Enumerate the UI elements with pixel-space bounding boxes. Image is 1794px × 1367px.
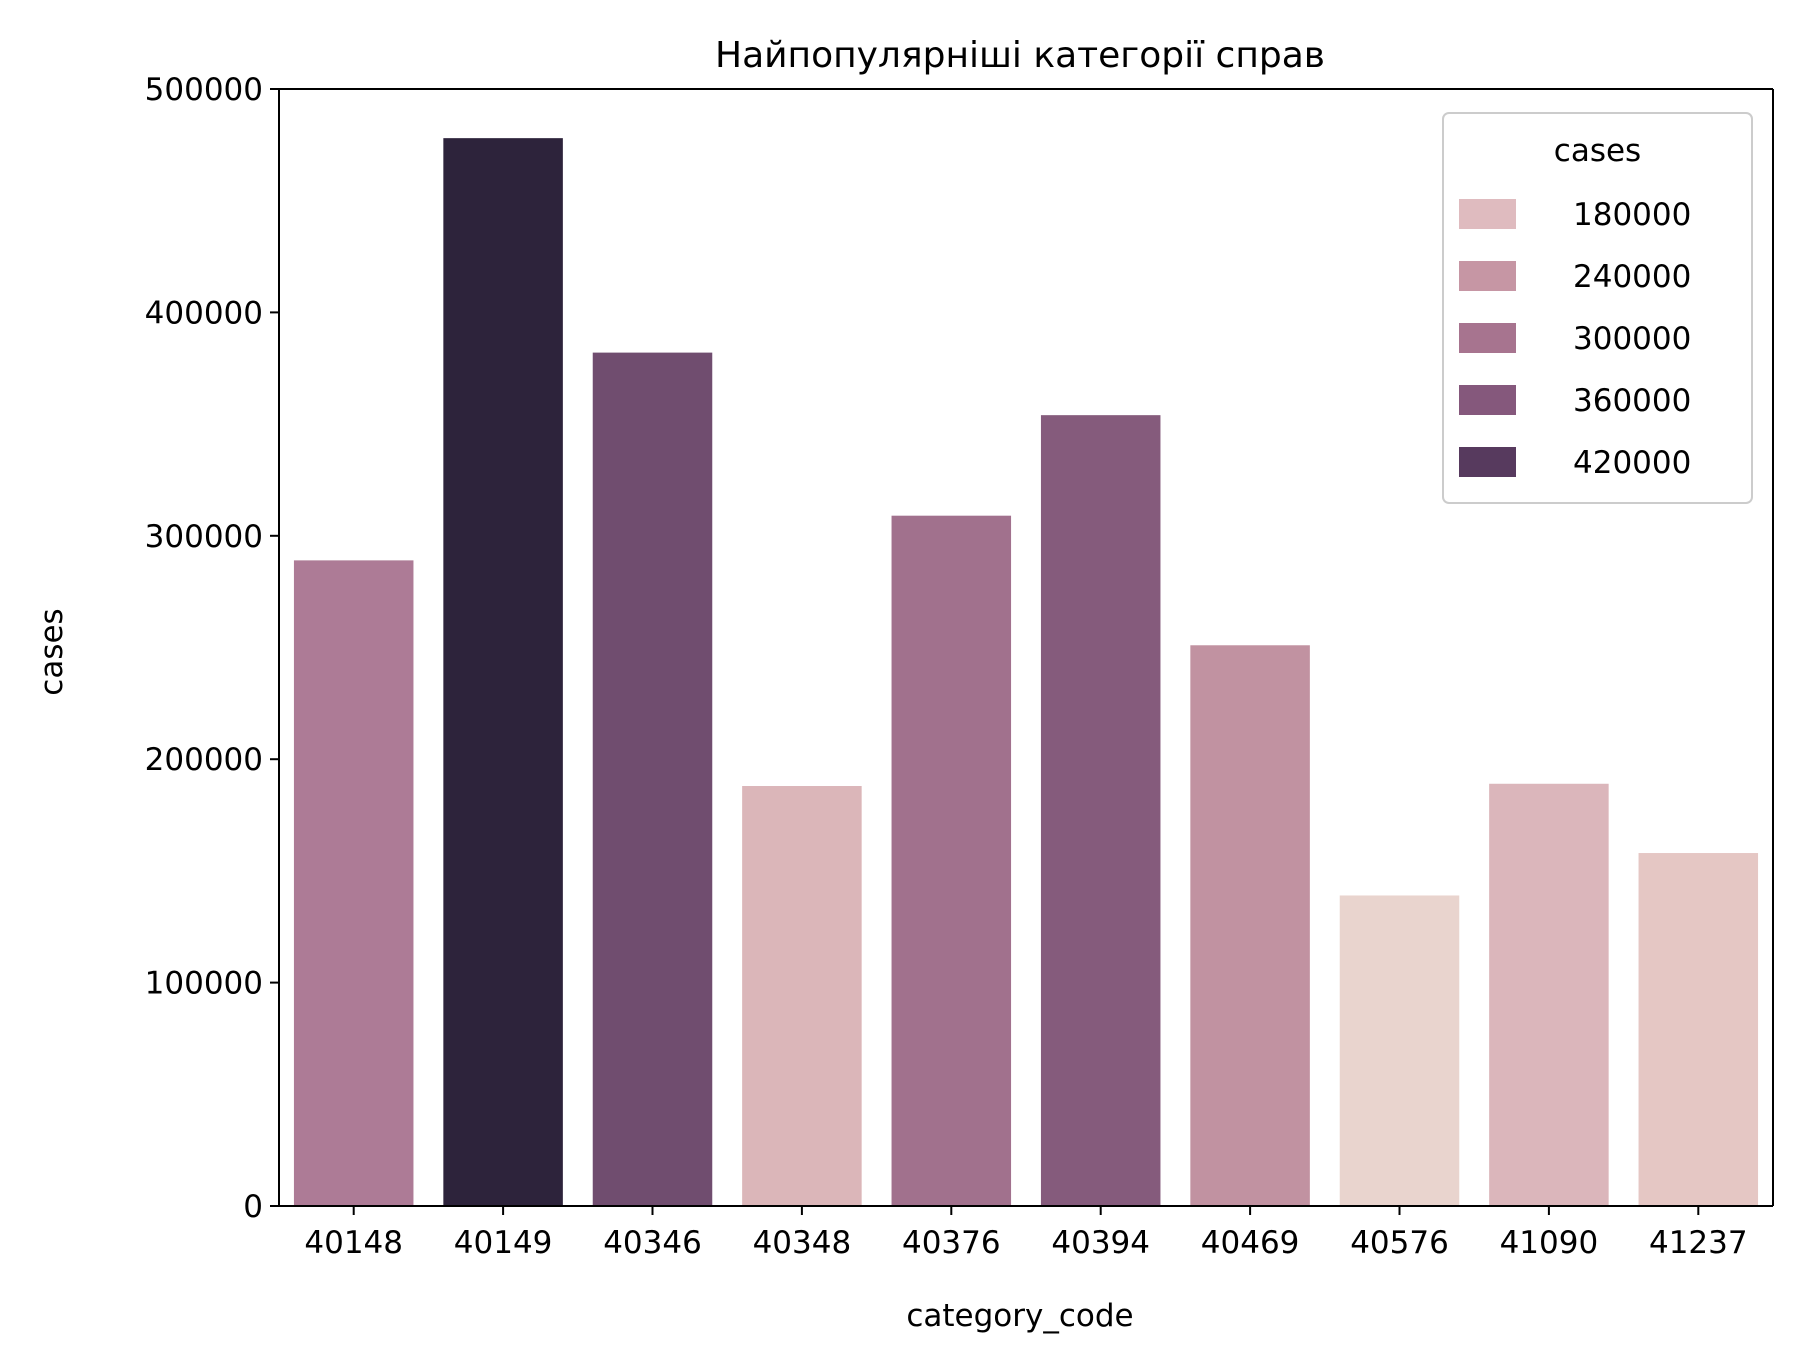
x-tick-label: 40394 <box>1051 1225 1150 1261</box>
legend-swatch <box>1459 323 1516 353</box>
y-tick-label: 400000 <box>145 295 263 331</box>
bars-layer <box>293 138 1759 1206</box>
legend-label: 420000 <box>1573 445 1691 481</box>
bar-41090 <box>1489 783 1609 1206</box>
legend-label: 360000 <box>1573 383 1691 419</box>
y-tick-label: 300000 <box>145 519 263 555</box>
bar-40149 <box>443 138 563 1206</box>
axes-layer: 0 100000 200000 300000 400000 500000 40148 4014… <box>145 72 1774 1261</box>
bar-40346 <box>592 352 713 1206</box>
legend-frame <box>1442 112 1753 504</box>
x-tick-label: 40346 <box>603 1225 702 1261</box>
x-axis-label: category_code <box>906 1298 1133 1334</box>
legend-swatch <box>1459 199 1516 229</box>
bar-40469 <box>1190 645 1310 1206</box>
legend-label: 300000 <box>1573 321 1691 357</box>
bar-40376 <box>891 515 1012 1206</box>
x-tick-label: 40576 <box>1350 1225 1449 1261</box>
legend-swatch <box>1459 261 1516 291</box>
x-tick-label: 40149 <box>454 1225 553 1261</box>
chart-title: Найпопулярніші категорії справ <box>715 35 1325 76</box>
bar-40394 <box>1040 415 1161 1206</box>
bar-41237 <box>1638 853 1759 1206</box>
x-tick-label: 41090 <box>1500 1225 1599 1261</box>
y-tick-label: 200000 <box>145 742 263 778</box>
legend-swatch <box>1459 447 1516 477</box>
x-tick-label: 40348 <box>753 1225 852 1261</box>
bar-40348 <box>742 786 862 1206</box>
x-tick-label: 40148 <box>304 1225 403 1261</box>
bar-40576 <box>1339 895 1460 1206</box>
legend-label: 180000 <box>1573 197 1691 233</box>
legend-label: 240000 <box>1573 259 1691 295</box>
legend: cases 180000 240000 300000 360000 420000 <box>1442 112 1753 504</box>
legend-swatch <box>1459 385 1516 415</box>
y-tick-label: 500000 <box>145 72 263 108</box>
legend-title: cases <box>1554 133 1641 169</box>
bar-40148 <box>293 560 414 1206</box>
y-tick-label: 0 <box>243 1189 263 1225</box>
x-tick-label: 40469 <box>1201 1225 1300 1261</box>
y-axis-label: cases <box>34 608 70 695</box>
x-tick-label: 40376 <box>902 1225 1001 1261</box>
y-tick-label: 100000 <box>145 966 263 1002</box>
x-tick-label: 41237 <box>1649 1225 1748 1261</box>
